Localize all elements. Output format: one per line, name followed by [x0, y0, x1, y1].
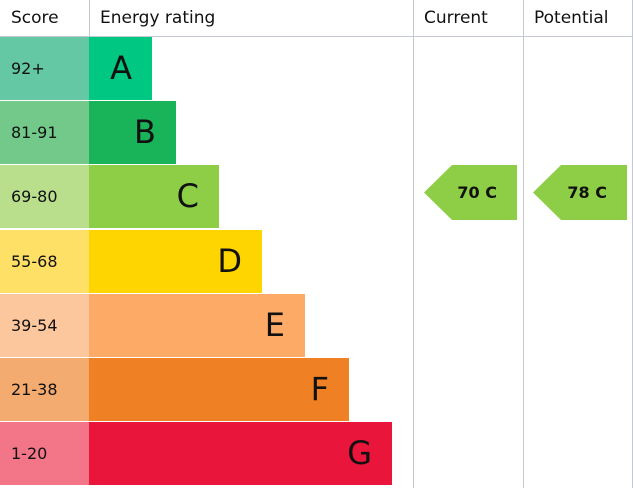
rating-bar-B: B — [89, 101, 176, 165]
rating-bar-F: F — [89, 358, 349, 421]
header-energy-rating: Energy rating — [100, 8, 216, 28]
divider — [523, 0, 524, 488]
current-rating-arrow: 70 C — [424, 165, 517, 220]
score-cell-C: 69-80 — [0, 165, 89, 229]
rating-bar-C: C — [89, 165, 219, 229]
score-cell-A: 92+ — [0, 37, 89, 100]
header-current: Current — [424, 8, 488, 28]
divider — [89, 0, 90, 36]
rating-bar-E: E — [89, 293, 305, 357]
rating-bar-G: G — [89, 422, 392, 486]
header-potential: Potential — [534, 8, 609, 28]
divider — [413, 0, 414, 488]
score-cell-G: 1-20 — [0, 422, 89, 486]
rating-bar-A: A — [89, 37, 152, 100]
potential-rating-arrow: 78 C — [533, 165, 627, 220]
score-cell-B: 81-91 — [0, 101, 89, 165]
score-cell-F: 21-38 — [0, 358, 89, 421]
divider — [0, 36, 633, 37]
rating-bar-D: D — [89, 229, 262, 293]
header-score: Score — [11, 8, 59, 28]
score-cell-E: 39-54 — [0, 293, 89, 357]
score-cell-D: 55-68 — [0, 229, 89, 293]
